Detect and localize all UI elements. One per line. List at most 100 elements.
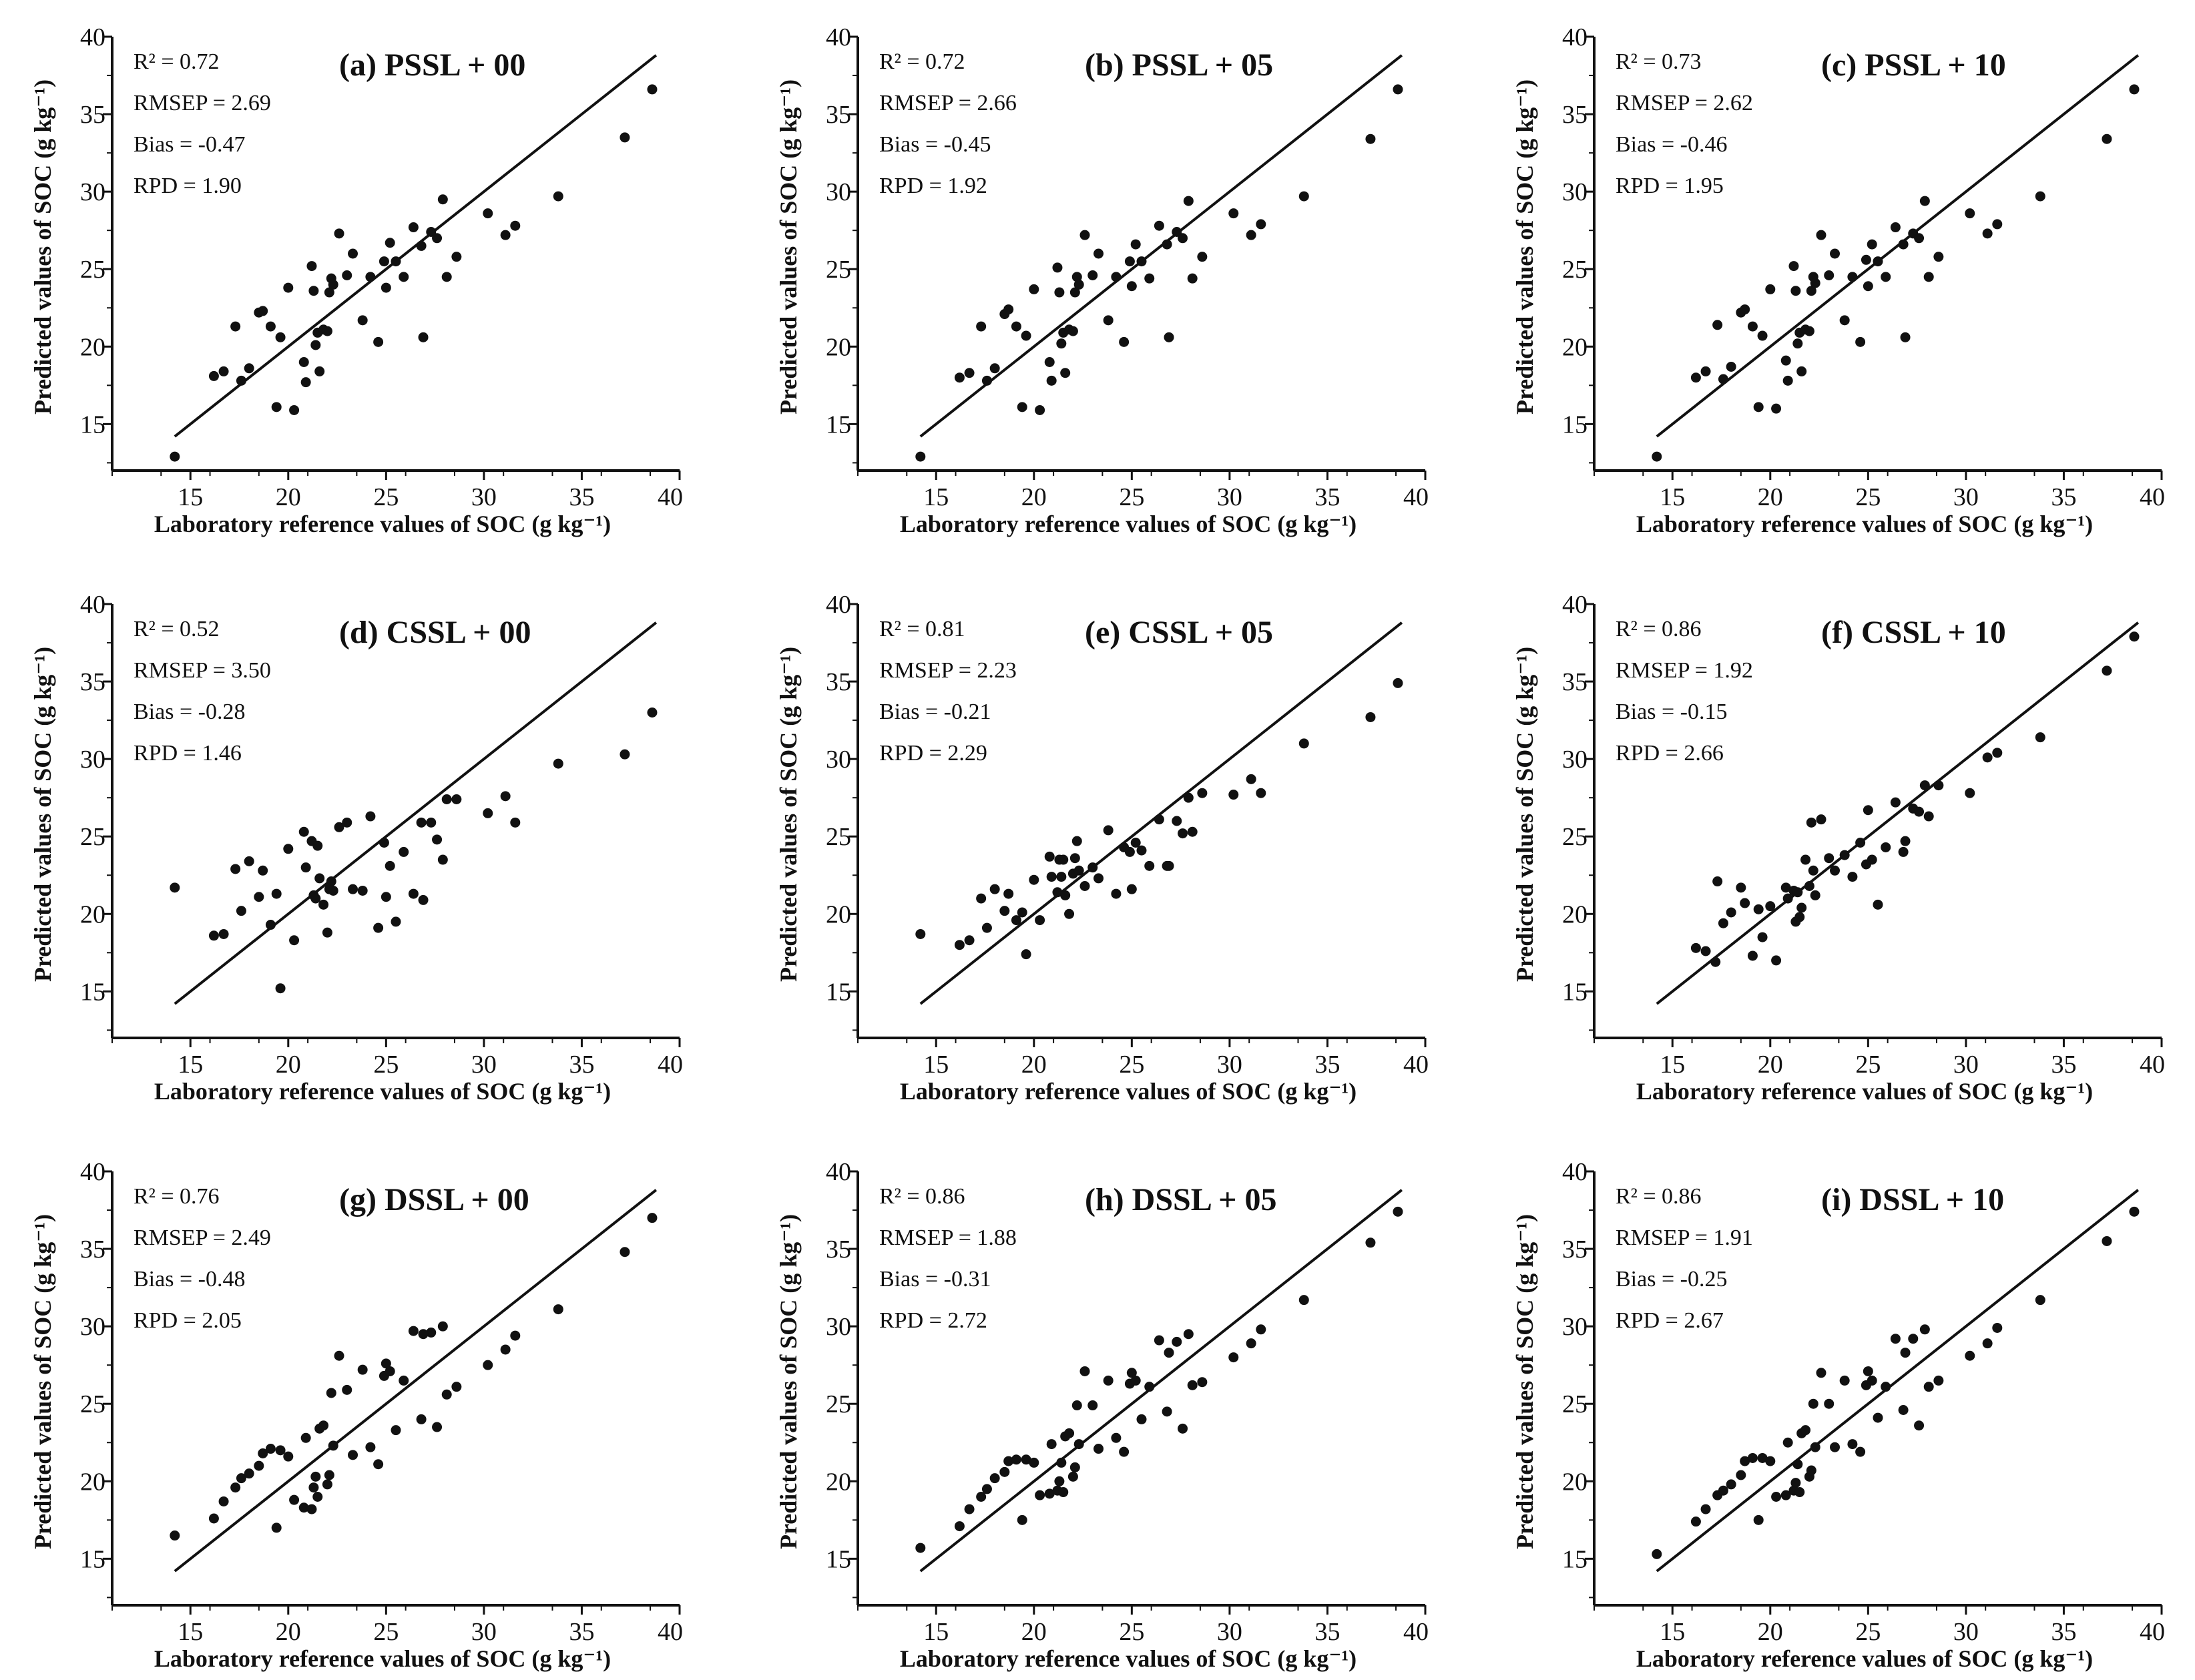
y-tick-label: 35 [80, 668, 105, 696]
data-point [271, 1522, 282, 1533]
data-point [289, 404, 300, 415]
data-point [1071, 1400, 1082, 1411]
data-point [1747, 321, 1758, 332]
data-point [1890, 797, 1901, 808]
data-point [1073, 865, 1084, 876]
data-point [981, 1484, 992, 1494]
data-point [1830, 1442, 1841, 1452]
data-point [312, 840, 323, 851]
y-tick-label: 35 [826, 101, 851, 129]
data-point [432, 233, 443, 244]
data-point [1093, 248, 1104, 259]
data-point [254, 1460, 264, 1471]
data-point [399, 846, 409, 857]
data-point [964, 1504, 975, 1514]
data-point [1718, 1485, 1728, 1496]
data-point [1056, 338, 1067, 349]
data-point [1197, 1377, 1208, 1388]
data-point [647, 84, 658, 95]
data-point [1103, 825, 1114, 836]
reference-line-1to1 [174, 621, 658, 1005]
x-tick-label: 35 [569, 483, 594, 511]
data-point [271, 402, 282, 412]
stat-bias: Bias = -0.21 [879, 699, 991, 724]
data-point [1726, 361, 1736, 372]
chart-panel-i: 15 20 25 30 35 40 15 20 25 30 35 40 (i) DSSL + 10 R² … [1511, 1158, 2165, 1672]
data-point [1154, 1335, 1164, 1346]
data-point [283, 282, 294, 293]
data-point [289, 935, 300, 946]
x-tick-label: 25 [1119, 1618, 1144, 1646]
data-point [1933, 780, 1944, 791]
x-tick-label: 30 [471, 483, 497, 511]
data-point [1771, 955, 1782, 966]
x-tick-label: 40 [658, 483, 683, 511]
data-point [1178, 233, 1188, 244]
chart-panel-a: 15 20 25 30 35 40 15 20 25 30 35 40 (a) PSSL + 00 R² … [29, 23, 683, 537]
data-point [1246, 230, 1256, 240]
data-point [1197, 252, 1208, 262]
chart-panel-h: 15 20 25 30 35 40 15 20 25 30 35 40 (h) DSSL + 05 R² … [775, 1158, 1429, 1672]
x-axis-title: Laboratory reference values of SOC (g kg… [900, 1645, 1357, 1672]
data-point [441, 1389, 452, 1400]
data-point [483, 1360, 493, 1370]
y-axis-title: Predicted values of SOC (g kg⁻¹) [1511, 79, 1538, 414]
data-point [1393, 1206, 1403, 1217]
data-point [408, 1326, 419, 1336]
y-tick-label: 20 [80, 333, 105, 361]
data-point [1365, 1237, 1376, 1248]
data-point [1119, 1446, 1130, 1457]
data-point [373, 336, 384, 347]
data-point [170, 882, 180, 893]
stat-rpd: RPD = 1.46 [134, 741, 242, 766]
data-point [416, 1414, 427, 1424]
y-tick-label: 25 [826, 256, 851, 284]
data-point [989, 1473, 1000, 1484]
data-point [298, 1502, 309, 1513]
data-point [1393, 677, 1403, 688]
data-point [1044, 851, 1055, 862]
data-point [1058, 854, 1069, 865]
data-point [1863, 1366, 1873, 1376]
data-point [432, 1422, 443, 1432]
data-point [1119, 336, 1130, 347]
data-point [1908, 1334, 1919, 1344]
data-point [381, 892, 391, 902]
y-tick-label: 30 [1562, 746, 1588, 774]
data-point [408, 222, 419, 233]
stat-bias: Bias = -0.48 [134, 1267, 245, 1292]
data-point [1067, 326, 1078, 336]
y-tick-label: 25 [1562, 1390, 1588, 1418]
x-tick-label: 25 [1855, 483, 1881, 511]
data-point [271, 888, 282, 899]
data-point [1863, 281, 1873, 292]
data-point [1753, 402, 1764, 412]
y-tick-label: 15 [80, 1545, 105, 1573]
x-tick-label: 35 [1314, 483, 1340, 511]
data-point [954, 1521, 965, 1532]
data-point [208, 1513, 219, 1524]
data-point [1992, 1322, 2003, 1333]
data-point [620, 132, 630, 143]
y-tick-label: 30 [1562, 178, 1588, 206]
data-point [510, 1330, 521, 1341]
x-tick-label: 25 [373, 483, 399, 511]
data-point [1256, 1324, 1266, 1335]
data-point [298, 826, 309, 837]
data-point [1965, 1350, 1975, 1361]
stat-bias: Bias = -0.45 [879, 132, 991, 157]
panel-title: (f) CSSL + 10 [1821, 615, 2006, 650]
data-point [976, 1492, 987, 1502]
data-point [1035, 1490, 1045, 1500]
data-point [1162, 239, 1172, 250]
data-point [964, 935, 975, 946]
x-axis-title: Laboratory reference values of SOC (g kg… [1636, 511, 2093, 537]
stat-rpd: RPD = 2.05 [134, 1308, 242, 1333]
data-point [342, 817, 352, 828]
stat-r2: R² = 0.76 [134, 1184, 220, 1209]
data-point [1365, 133, 1376, 144]
data-point [1855, 1446, 1866, 1457]
reference-line-1to1 [174, 1189, 658, 1573]
data-point [1898, 1405, 1909, 1415]
data-point [1093, 873, 1104, 884]
